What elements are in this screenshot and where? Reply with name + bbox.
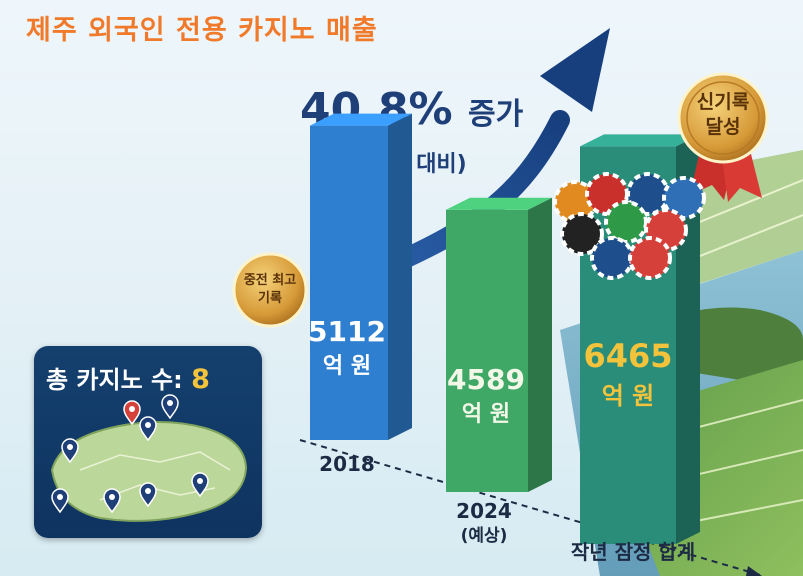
bar-value-label-2: 6465 억 원 (583, 338, 673, 412)
bar-top-1 (446, 197, 552, 210)
chart-title: 제주 외국인 전용 카지노 매출 (26, 15, 378, 46)
bar-value-1: 4589 (447, 363, 525, 396)
mid-high-badge: 중전 최고 기록 (234, 272, 306, 307)
mid-high-badge-line1: 중전 최고 (243, 273, 297, 288)
x-tick-label-1: 2024 (예상) (444, 500, 524, 547)
x-tick-label-2: 작년 잠정 합계 (548, 536, 718, 565)
record-badge-line1: 신기록 (696, 91, 750, 113)
map-pin-icon (123, 400, 141, 426)
bar-0 (310, 113, 412, 440)
map-pin-icon (161, 394, 179, 420)
bar-front-1 (446, 209, 528, 493)
map-pin-icon (61, 438, 79, 464)
bar-top-0 (310, 113, 412, 126)
map-pin-icon (191, 472, 209, 498)
bar-side-0 (388, 113, 412, 440)
casino-count-label: 총 카지노 수: (46, 366, 183, 394)
bar-front-0 (310, 125, 388, 440)
growth-word: 증가 (467, 97, 524, 132)
bar-unit-1: 억 원 (461, 402, 511, 428)
record-badge: 신기록 달성 (683, 90, 763, 139)
map-pin-icon (51, 488, 69, 514)
bar-side-1 (528, 197, 552, 493)
map-pins (51, 394, 209, 514)
x-tick-label-0: 2018 (312, 452, 382, 476)
record-badge-line2: 달성 (705, 115, 741, 138)
bar-value-2: 6465 (583, 337, 673, 375)
chip-icon (553, 172, 706, 280)
bar-unit-2: 억 원 (601, 381, 655, 410)
bar-top-2 (580, 134, 700, 147)
casino-count: 총 카지노 수: 8 (46, 360, 210, 395)
bar-unit-0: 억 원 (322, 354, 372, 380)
bar-value-0: 5112 (308, 315, 386, 348)
bar-value-label-1: 4589 억 원 (446, 363, 526, 428)
map-pin-icon (139, 482, 157, 508)
x-tick-1-year: 2024 (456, 499, 512, 523)
mid-high-badge-line2: 기록 (258, 290, 282, 306)
x-tick-2: 작년 잠정 합계 (570, 540, 696, 564)
bar-1 (446, 197, 552, 493)
map-pin-icon (103, 488, 121, 514)
x-tick-0: 2018 (319, 452, 375, 476)
map-pin-icon (139, 416, 157, 442)
x-tick-1-note: (예상) (460, 526, 508, 546)
casino-count-value: 8 (191, 364, 210, 395)
bar-value-label-0: 5112 억 원 (308, 315, 386, 380)
